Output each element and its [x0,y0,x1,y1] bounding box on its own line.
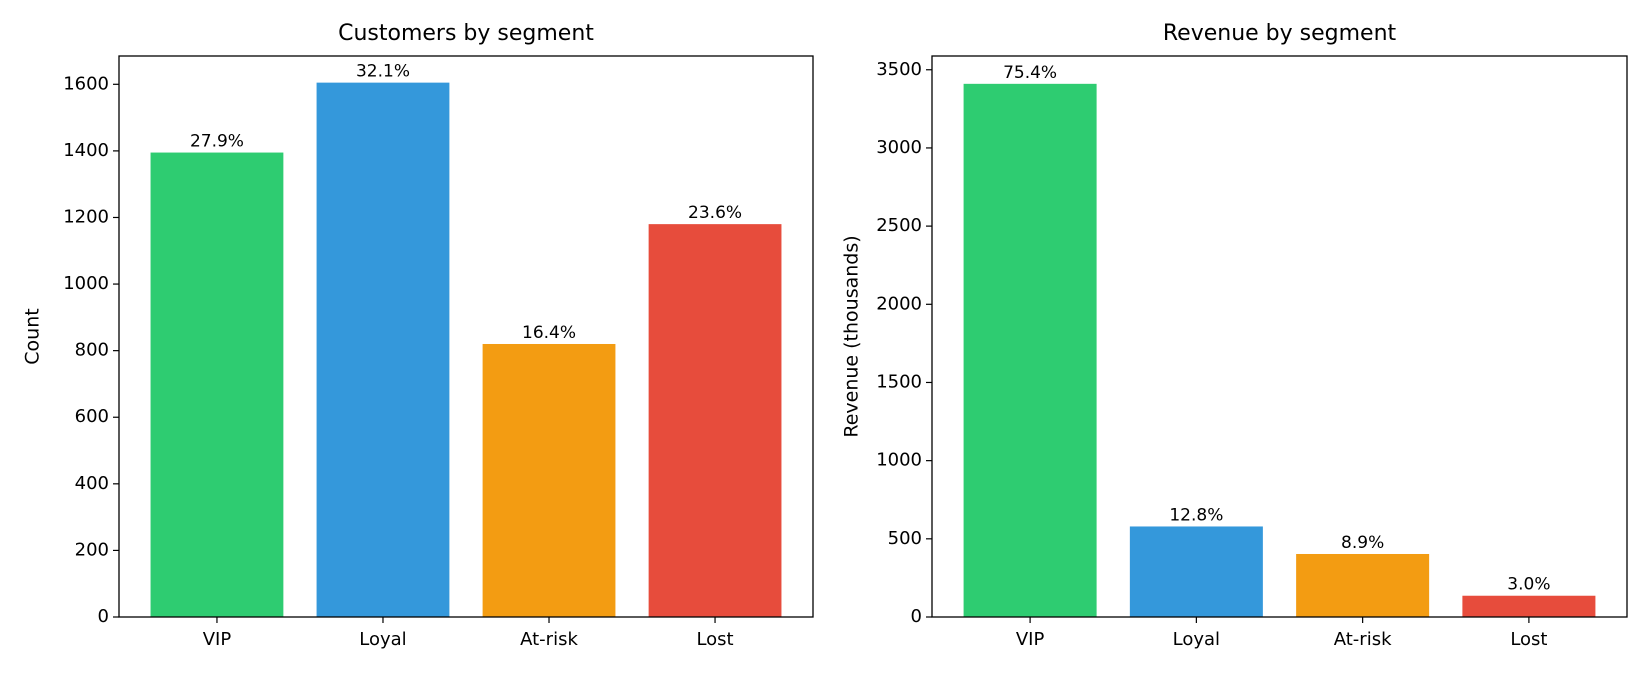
bar [963,83,1097,617]
x-tick-label: Loyal [359,629,406,650]
bar-label: 8.9% [1341,533,1384,553]
bar [1462,595,1596,617]
y-tick-label: 1600 [63,73,109,94]
x-tick-label: Lost [696,629,733,650]
y-tick-label: 3500 [876,59,922,80]
bar [1129,526,1263,617]
chart-title: Customers by segment [338,21,594,46]
y-tick-label: 1400 [63,140,109,161]
x-tick-label: Loyal [1173,629,1220,650]
y-tick-label: 200 [75,539,109,560]
y-tick-label: 400 [75,473,109,494]
y-tick-label: 1200 [63,206,109,227]
x-tick-label: Lost [1510,629,1547,650]
y-tick-label: 0 [98,606,109,627]
chart-title: Revenue by segment [1163,21,1397,46]
y-tick-label: 2500 [876,215,922,236]
y-tick-label: 500 [888,528,922,549]
y-tick-label: 0 [911,606,922,627]
bar [482,343,616,617]
bar-label: 23.6% [688,203,742,223]
bar-label: 12.8% [1169,505,1223,525]
y-tick-label: 2000 [876,293,922,314]
y-tick-label: 1000 [876,450,922,471]
plot-frame [931,55,1628,618]
bar-label: 75.4% [1003,63,1057,83]
y-axis-label: Count [22,308,44,364]
bar-label: 32.1% [356,62,410,82]
bar-label: 27.9% [190,132,244,152]
bar [316,82,450,618]
x-tick-label: VIP [203,629,232,650]
x-tick-label: At-risk [520,629,578,650]
y-axis-label: Revenue (thousands) [841,235,863,437]
x-tick-label: VIP [1016,629,1045,650]
y-tick-label: 3000 [876,137,922,158]
y-tick-label: 1500 [876,371,922,392]
x-tick-label: At-risk [1334,629,1392,650]
bar-label: 3.0% [1507,575,1550,595]
y-tick-label: 800 [75,340,109,361]
bar-label: 16.4% [522,323,576,343]
y-tick-label: 600 [75,406,109,427]
bar [648,224,782,617]
bar [150,152,284,617]
plot-frame [118,55,814,618]
y-tick-label: 1000 [63,273,109,294]
bar [1296,553,1430,617]
